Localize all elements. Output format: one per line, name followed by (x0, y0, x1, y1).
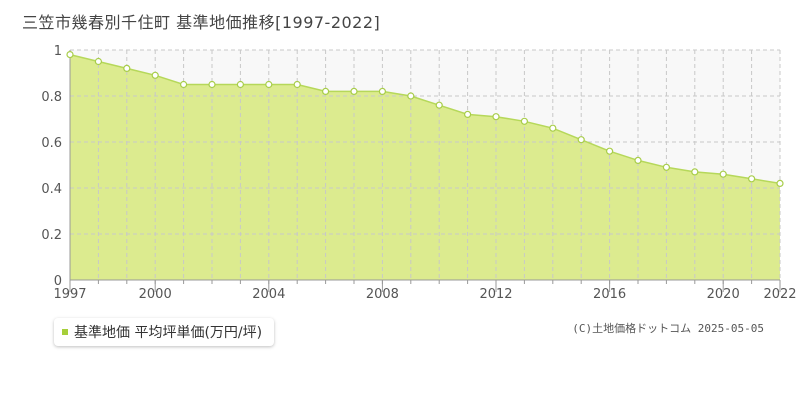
data-point (605, 147, 614, 155)
data-point (719, 170, 727, 178)
y-tick-label: 0.6 (41, 136, 62, 151)
data-point (435, 101, 443, 109)
data-point (151, 71, 159, 79)
data-point (123, 64, 131, 73)
y-tick-label: 0 (54, 274, 62, 289)
data-point (747, 175, 756, 183)
area-fill (70, 54, 780, 280)
x-tick-label: 2020 (707, 287, 740, 302)
data-point (293, 80, 301, 89)
data-point (66, 50, 74, 59)
data-point (180, 80, 188, 89)
data-point (378, 87, 386, 96)
series-line (69, 53, 781, 185)
data-point (322, 87, 330, 96)
data-point (549, 124, 557, 132)
data-point (577, 136, 585, 144)
data-point (691, 168, 699, 176)
data-point (776, 179, 784, 187)
x-tick-label: 2016 (593, 287, 626, 302)
x-tick-label: 2008 (366, 287, 399, 302)
data-point (350, 87, 358, 96)
y-tick-label: 0.8 (41, 90, 62, 105)
x-tick-label: 2012 (479, 287, 512, 302)
data-point (236, 80, 244, 89)
y-tick-label: 0.4 (41, 182, 62, 197)
data-point (407, 92, 415, 100)
data-point (94, 57, 103, 66)
y-tick-label: 1 (54, 44, 62, 59)
data-point (520, 117, 529, 125)
x-tick-label: 2000 (139, 287, 172, 302)
copyright-text: (C)土地価格ドットコム 2025-05-05 (572, 322, 764, 335)
data-point (265, 80, 273, 89)
data-point (492, 113, 500, 121)
legend: 基準地価 平均坪単価(万円/坪) (54, 318, 275, 346)
legend-swatch (62, 329, 68, 335)
x-tick-label: 2022 (763, 287, 796, 302)
data-point (208, 80, 216, 89)
data-point (634, 156, 642, 164)
x-tick-label: 2004 (252, 287, 285, 302)
legend-label: 基準地価 平均坪単価(万円/坪) (74, 325, 263, 341)
data-point (662, 163, 671, 171)
x-tick-label: 1997 (53, 287, 86, 302)
chart-title: 三笠市幾春別千住町 基準地価推移[1997-2022] (22, 13, 381, 32)
data-point (464, 110, 472, 119)
y-tick-label: 0.2 (41, 228, 62, 243)
